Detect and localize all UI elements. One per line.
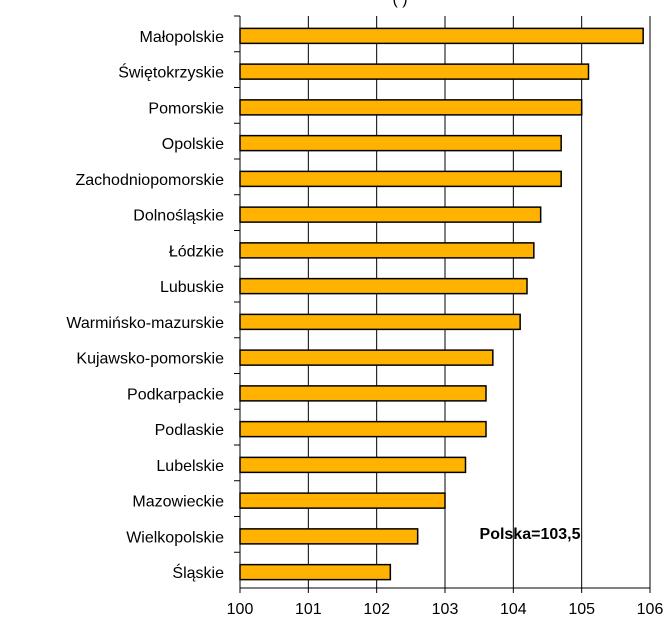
bar [239, 313, 521, 331]
category-label: Świętokrzyskie [118, 63, 224, 82]
bar [239, 134, 562, 152]
bar [239, 563, 392, 581]
category-label: Pomorskie [148, 100, 224, 117]
x-tick-label: 104 [500, 601, 527, 618]
category-label: Zachodniopomorskie [75, 172, 224, 189]
category-label: Łódzkie [169, 243, 224, 260]
category-label: Śląskie [172, 563, 224, 582]
category-label: Podlaskie [155, 422, 224, 439]
tick-labels: 100 101 102 103 104 105 106 [227, 601, 664, 618]
x-tick-label: 101 [295, 601, 322, 618]
category-label: Podkarpackie [127, 386, 224, 403]
category-label: Kujawsko-pomorskie [76, 351, 224, 368]
category-label: Opolskie [162, 136, 224, 153]
bar [239, 349, 494, 366]
bar [239, 456, 467, 474]
x-tick-label: 103 [432, 601, 459, 618]
bar [239, 170, 562, 188]
annotation-polska: Polska=103,5 [480, 526, 581, 543]
bar [239, 420, 487, 438]
bar [239, 385, 487, 402]
x-tick-label: 102 [363, 601, 390, 618]
category-labels: Małopolskie Świętokrzyskie Pomorskie Opolsk… [66, 29, 224, 582]
bars [239, 27, 644, 581]
category-label: Dolnośląskie [133, 208, 224, 225]
category-label: Małopolskie [140, 29, 225, 46]
x-tick-label: 105 [568, 601, 595, 618]
chart-title-fragment: ( ) [392, 0, 407, 8]
x-tick-label: 106 [637, 601, 664, 618]
bar [239, 206, 542, 223]
axes [234, 15, 651, 593]
bar [239, 99, 583, 116]
bar [239, 27, 644, 45]
category-label: Lubelskie [156, 458, 224, 475]
bar [239, 242, 535, 259]
bar [239, 492, 446, 509]
category-label: Warmińsko-mazurskie [66, 315, 224, 332]
bar [239, 63, 590, 80]
bar [239, 277, 528, 295]
bar [239, 528, 419, 545]
category-label: Mazowieckie [132, 494, 224, 511]
x-tick-label: 100 [227, 601, 254, 618]
category-label: Wielkopolskie [126, 529, 224, 546]
category-label: Lubuskie [160, 279, 224, 296]
